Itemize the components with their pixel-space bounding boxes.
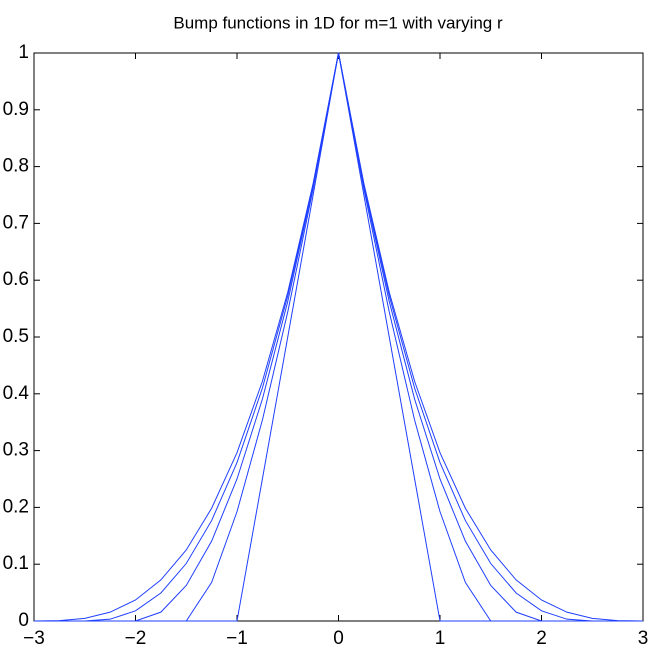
y-tick-label: 0.5 [3,326,29,347]
x-tick-label: −2 [125,628,147,649]
plot-frame [33,52,644,622]
y-tick-label: 0.1 [3,553,29,574]
x-tick-label: −3 [23,628,45,649]
y-tick-label: 0.8 [3,156,29,177]
x-tick-label: 1 [435,628,446,649]
x-tick-label: 2 [536,628,547,649]
series-line [33,52,644,622]
y-tick-label: 0.3 [3,440,29,461]
chart-title: Bump functions in 1D for m=1 with varyin… [173,13,503,32]
y-tick-label: 0.9 [3,99,29,120]
y-tick-label: 0.6 [3,269,29,290]
x-tick-label: 0 [333,628,344,649]
y-tick-label: 0 [18,610,29,631]
y-tick-label: 0.4 [3,383,30,404]
y-tick-label: 1 [18,42,29,63]
x-tick-label: −1 [226,628,248,649]
y-tick-label: 0.7 [3,212,29,233]
x-tick-label: 3 [638,628,649,649]
y-tick-label: 0.2 [3,496,29,517]
